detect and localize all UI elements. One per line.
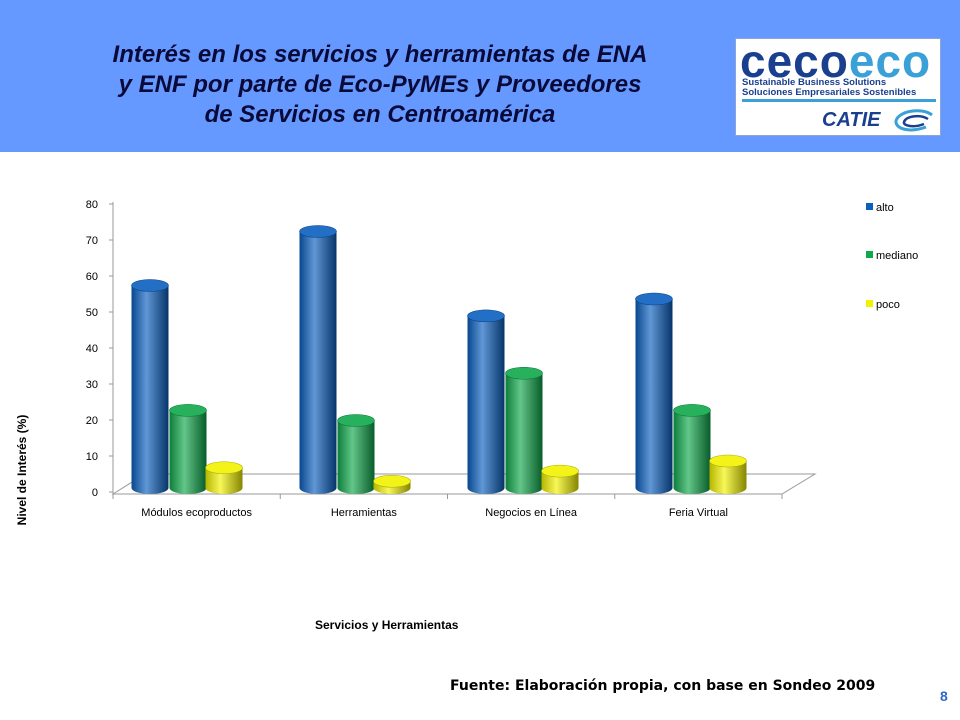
bar-poco-3 [709,454,747,494]
legend-item-poco: poco [866,299,900,311]
bar-top [505,366,543,380]
logo-wordmark: cecoeco [740,35,931,87]
bar-mediano-3 [673,404,711,494]
catie-swoosh-icon [894,109,933,132]
y-tick-label: 50 [86,307,98,319]
y-tick-label: 40 [86,343,98,355]
y-tick-label: 0 [92,487,98,499]
legend-label: mediano [876,250,918,262]
logo-subtitle-es: Soluciones Empresariales Sostenibles [742,87,917,98]
bar-top [131,279,169,292]
bar-mediano-1 [337,414,375,494]
bar-top [337,414,375,427]
legend-swatch [866,203,873,210]
bar-body [299,231,337,494]
bar-body [169,410,207,494]
logo-divider [742,99,936,102]
slide-title: Interés en los servicios y herramientas … [40,40,720,130]
logo-word-part1: ceco [740,35,849,87]
legend-label: alto [876,202,894,214]
bar-body [541,471,579,494]
bar-alto-3 [635,292,673,494]
bar-top [169,404,207,417]
title-line-2: y ENF por parte de Eco-PyMEs y Proveedor… [118,71,642,98]
legend-item-alto: alto [866,202,894,214]
legend-swatch [866,300,873,307]
bar-poco-1 [373,474,411,494]
bar-top [635,292,673,306]
bar-poco-2 [541,464,579,494]
x-tick-label: Herramientas [331,507,398,519]
bar-body [131,285,169,494]
y-tick-label: 30 [86,379,98,391]
bar-top [673,404,711,417]
catie-logo-text: CATIE [822,109,881,131]
y-axis-title: Nivel de Interés (%) [15,414,29,526]
x-tick-label: Módulos ecoproductos [141,507,252,519]
chart-axes: 0 10 20 30 40 50 60 70 80 Módulos ecoproductos Her… [86,199,817,519]
chart-bars [131,225,747,494]
logo-subtitle-en: Sustainable Business Solutions [742,77,887,88]
y-tick-label: 80 [86,199,98,211]
source-note: Fuente: Elaboración propia, con base en … [450,678,876,694]
legend-label: poco [876,299,900,311]
bar-top [541,464,579,478]
y-tick-label: 10 [86,451,98,463]
x-axis-title: Servicios y Herramientas [315,618,459,632]
bar-top [299,225,337,238]
bar-mediano-0 [169,404,207,494]
bar-body [709,461,747,494]
bar-alto-2 [467,309,505,494]
bar-chart: 0 10 20 30 40 50 60 70 80 Módulos ecoproductos Her… [86,199,918,519]
bar-top [205,461,243,475]
bar-body [205,467,243,494]
x-tick-label: Feria Virtual [669,507,728,519]
bar-top [467,309,505,323]
page-number: 8 [940,688,948,704]
title-line-1: Interés en los servicios y herramientas … [112,41,648,68]
x-tick-label: Negocios en Línea [485,507,578,519]
title-line-3: de Servicios en Centroamérica [204,101,556,128]
y-tick-label: 60 [86,271,98,283]
chart-legend: alto mediano poco [866,202,918,311]
bar-alto-0 [131,279,169,494]
bar-body [673,410,711,494]
bar-body [505,373,543,494]
bar-alto-1 [299,225,337,494]
bar-body [635,299,673,494]
bar-body [337,420,375,494]
legend-item-mediano: mediano [866,250,918,262]
cecoeco-catie-logo: cecoeco Sustainable Business Solutions S… [735,35,941,136]
bar-body [467,315,505,494]
y-tick-label: 70 [86,235,98,247]
bar-poco-0 [205,461,243,494]
bar-top [373,474,411,488]
logo-word-part2: eco [848,35,932,87]
y-tick-label: 20 [86,415,98,427]
legend-swatch [866,251,873,258]
bar-top [709,454,747,468]
bar-mediano-2 [505,366,543,494]
